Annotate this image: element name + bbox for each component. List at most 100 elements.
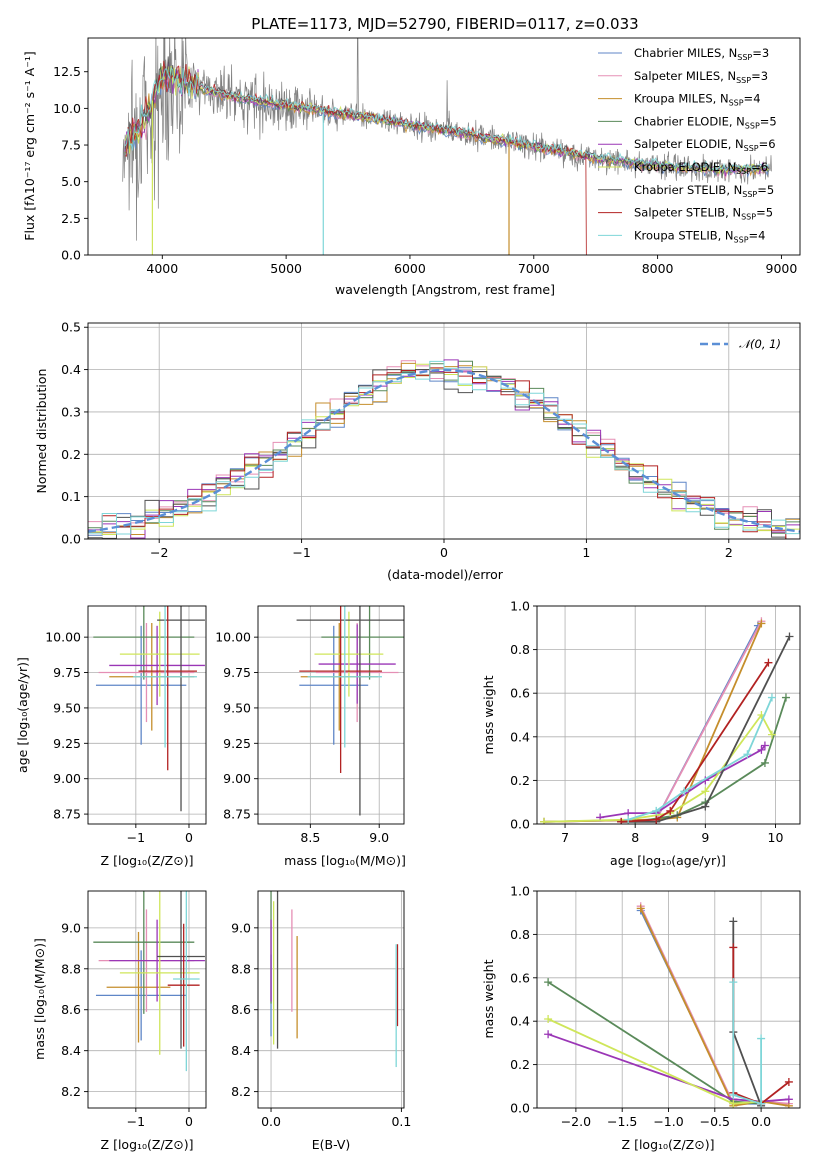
axes-frame — [536, 890, 801, 1109]
weight-marker — [701, 787, 710, 796]
x-tick-label: 0.1 — [391, 1114, 411, 1129]
error-point-salpeter-elodie — [109, 625, 205, 706]
legend-separator: , N — [728, 137, 744, 151]
weight-marker — [544, 1015, 553, 1024]
weight-marker — [729, 943, 738, 952]
x-tick-label: 0 — [185, 830, 193, 845]
legend-separator: , N — [720, 69, 736, 83]
plot-age-vs-mass: 8.5 9.0 8.75 9.00 9.25 9.50 9.75 10.00 mass [log… — [215, 605, 406, 868]
y-tick-label: 12.5 — [53, 64, 81, 79]
x-tick-label: 7 — [561, 830, 569, 845]
x-tick-label: 5000 — [270, 261, 302, 276]
legend-entry: Kroupa STELIB, NSSP=4 — [634, 228, 766, 244]
y-tick-label: 8.6 — [61, 1002, 81, 1017]
x-tick-label: −2 — [150, 545, 168, 560]
weight-line — [543, 625, 759, 823]
x-tick-label: 9.0 — [369, 830, 389, 845]
weight-marker — [540, 817, 549, 824]
legend-equals: = — [759, 137, 769, 151]
legend-entry: Salpeter STELIB, NSSP=5 — [634, 206, 773, 222]
error-point-salpeter-elodie — [318, 624, 396, 704]
y-tick-label: 5.0 — [61, 174, 81, 189]
y-tick-label: 8.2 — [61, 1084, 81, 1099]
error-point-chabrier-elodie — [93, 891, 195, 1014]
x-tick-label: 9 — [701, 830, 709, 845]
y-tick-label: 0.8 — [510, 642, 530, 657]
axes-frame — [536, 605, 801, 825]
y-tick-label: 8.8 — [231, 961, 251, 976]
error-point-kroupa-elodie — [119, 891, 200, 1055]
legend-model-name: Salpeter MILES — [634, 69, 720, 83]
weight-series-salpeter-miles — [540, 617, 766, 824]
legend-entry: Chabrier STELIB, NSSP=5 — [634, 183, 774, 199]
legend-separator: , N — [718, 228, 734, 242]
legend-subscript: SSP — [741, 213, 756, 222]
legend-nssp: 5 — [769, 114, 776, 128]
y-tick-label: 0.4 — [61, 362, 81, 377]
legend-nssp: 4 — [758, 228, 765, 242]
plot-area — [88, 359, 800, 539]
weight-line — [621, 662, 770, 823]
axes-frame — [257, 605, 405, 825]
y-axis-label: Flux [fλ10⁻¹⁷ erg cm⁻² s⁻¹ A⁻¹] — [22, 51, 37, 240]
error-point-kroupa-stelib — [307, 606, 382, 748]
weight-marker — [781, 693, 790, 702]
plot-spectrum: 4000 5000 6000 7000 8000 9000 0.0 2.5 5.0 7.5 10.0… — [22, 37, 801, 297]
y-axis-label: mass weight — [481, 959, 496, 1038]
y-tick-label: 9.00 — [223, 771, 251, 786]
weight-line — [547, 1033, 789, 1103]
weight-marker — [757, 745, 766, 754]
legend-subscript: SSP — [744, 144, 759, 153]
weight-series-kroupa-stelib — [729, 978, 766, 1108]
axes-frame — [87, 890, 207, 1109]
error-point-chabrier-stelib — [157, 606, 205, 812]
legend-separator: , N — [729, 114, 745, 128]
y-tick-label: 10.00 — [45, 630, 81, 645]
weight-marker — [760, 741, 769, 750]
x-axis-label: Z [log₁₀(Z/Z⊙)] — [101, 1137, 194, 1152]
y-tick-label: 1.0 — [510, 599, 530, 614]
legend-entry: Kroupa ELODIE, NSSP=6 — [634, 160, 768, 176]
error-point-kroupa-elodie — [119, 611, 200, 697]
x-tick-label: 10 — [768, 830, 784, 845]
weight-line — [547, 981, 762, 1105]
x-tick-label: 6000 — [394, 261, 426, 276]
error-point-kroupa-miles — [106, 931, 171, 1043]
error-point-chabrier-stelib — [296, 606, 404, 816]
legend-equals: = — [756, 206, 766, 220]
x-tick-label: 0 — [440, 545, 448, 560]
y-tick-label: 9.50 — [223, 700, 251, 715]
weight-marker — [636, 904, 645, 913]
plot-mass-vs-ebv: 0.0 0.1 8.2 8.4 8.6 8.8 9.0 E(B-V) — [231, 890, 411, 1152]
weight-marker — [764, 658, 773, 667]
weight-series-chabrier-elodie — [544, 978, 766, 1108]
y-tick-label: 9.25 — [223, 736, 251, 751]
x-tick-label: 0.0 — [261, 1114, 281, 1129]
x-axis-label: mass [log₁₀(M/M⊙)] — [284, 853, 406, 868]
weight-marker — [767, 730, 776, 739]
error-point-chabrier-elodie — [321, 606, 404, 680]
x-tick-label: 7000 — [518, 261, 550, 276]
plot-area — [296, 606, 404, 816]
legend-subscript: SSP — [742, 190, 757, 199]
legend-nssp: 3 — [762, 46, 769, 60]
y-tick-label: 0.0 — [61, 248, 81, 263]
legend-model-name: Chabrier STELIB — [634, 183, 726, 197]
legend-nssp: 6 — [768, 137, 775, 151]
y-tick-label: 8.4 — [231, 1043, 251, 1058]
legend-entry: Salpeter MILES, NSSP=3 — [634, 69, 768, 85]
y-axis-label: mass [log₁₀(M/M⊙)] — [32, 938, 47, 1060]
weight-line — [547, 1018, 762, 1105]
weight-marker — [624, 815, 633, 824]
legend-nssp: 5 — [766, 206, 773, 220]
y-tick-label: 9.0 — [61, 920, 81, 935]
x-tick-label: 9000 — [766, 261, 798, 276]
legend-model-name: Salpeter ELODIE — [634, 137, 728, 151]
weight-marker — [785, 632, 794, 641]
reference-legend-label: 𝒩(0, 1) — [739, 337, 781, 351]
x-tick-label: 8 — [631, 830, 639, 845]
x-tick-label: 8000 — [642, 261, 674, 276]
weight-marker — [757, 1099, 766, 1108]
error-point-chabrier-elodie — [93, 606, 195, 680]
plot-massweight-vs-age: 7 8 9 10 0.0 0.2 0.4 0.6 0.8 1.0 age [log₁₀(age/yr… — [481, 599, 801, 868]
